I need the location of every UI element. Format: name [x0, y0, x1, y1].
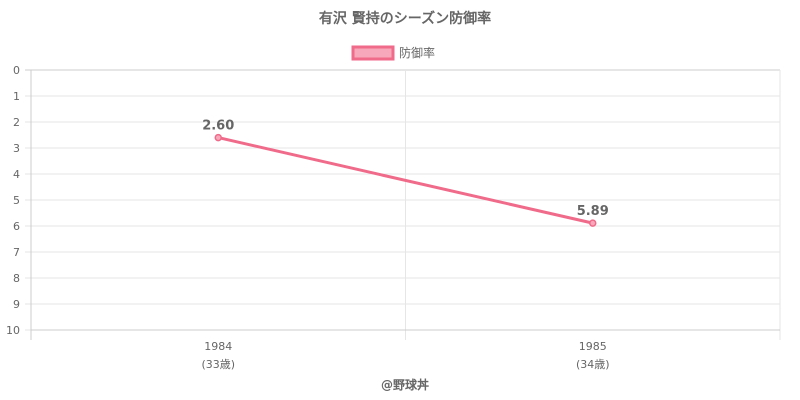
x-tick-sublabel: (34歳) — [576, 358, 610, 371]
series-era — [214, 133, 597, 227]
legend: 防御率 — [351, 45, 435, 61]
chart-title: 有沢 賢持のシーズン防御率 — [319, 10, 491, 27]
y-tick-label: 3 — [13, 142, 20, 155]
x-tick-sublabel: (33歳) — [201, 358, 235, 371]
y-tick-label: 6 — [13, 220, 20, 233]
legend-swatch — [351, 45, 395, 61]
y-tick-label: 7 — [13, 246, 20, 259]
y-tick-label: 10 — [6, 324, 20, 337]
series-line — [217, 136, 594, 225]
credit-label: @野球丼 — [381, 377, 429, 392]
grid — [25, 69, 781, 340]
data-labels: 2.60 5.89 — [202, 119, 609, 220]
y-tick-label: 0 — [13, 64, 20, 77]
x-tick-label: 1984 — [204, 340, 232, 353]
y-tick-label: 9 — [13, 298, 20, 311]
x-tick-label: 1985 — [579, 340, 607, 353]
data-point — [214, 133, 222, 142]
data-label: 2.60 — [202, 119, 234, 134]
y-tick-label: 4 — [13, 168, 20, 181]
data-label: 5.89 — [577, 204, 609, 219]
data-point — [589, 219, 597, 227]
y-tick-label: 8 — [13, 272, 20, 285]
legend-label: 防御率 — [399, 45, 435, 60]
y-tick-label: 1 — [13, 90, 20, 103]
axes: 0 1 2 3 4 5 6 7 8 9 10 1984 (33歳) 1985 (34歳) — [6, 64, 780, 371]
y-tick-label: 2 — [13, 116, 20, 129]
y-tick-label: 5 — [13, 194, 20, 207]
